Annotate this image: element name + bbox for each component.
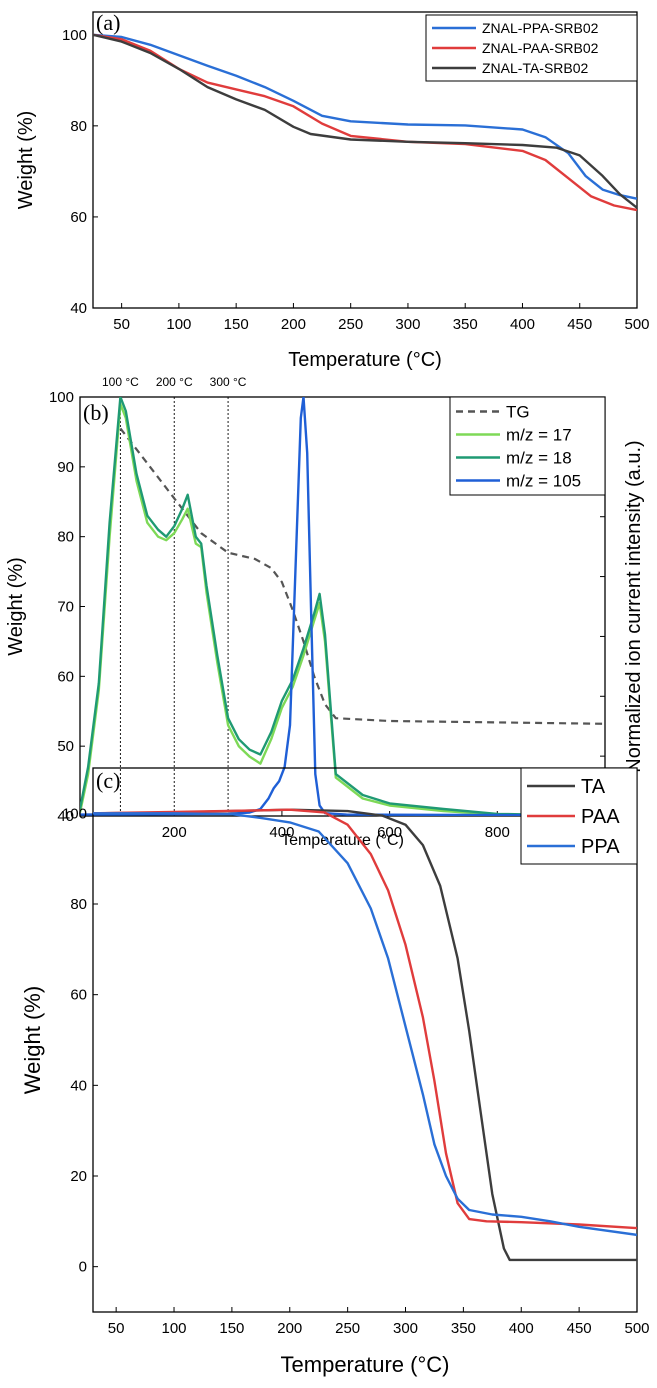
series-line-m-z-18 [80, 397, 605, 816]
x-tick-label: 200 [277, 1320, 302, 1337]
legend-label: m/z = 18 [506, 449, 572, 468]
reference-line-label: 100 °C [102, 375, 139, 389]
y-tick-label: 80 [70, 118, 87, 135]
plot-frame [92, 767, 638, 1313]
x-tick-label: 150 [219, 1320, 244, 1337]
panel-label: (b) [83, 400, 109, 425]
x-tick-label: 450 [567, 316, 592, 333]
y-tick-label: 70 [57, 599, 74, 616]
legend-box [449, 396, 606, 496]
y-tick-label: 40 [70, 300, 87, 317]
x-tick-label: 350 [451, 1320, 476, 1337]
legend-label: ZNAL-PAA-SRB02 [482, 40, 599, 56]
legend-label: PPA [581, 836, 620, 858]
series-line-ta [93, 808, 637, 1262]
x-tick-label: 350 [453, 316, 478, 333]
x-tick-label: 100 [166, 316, 191, 333]
legend-label: PAA [581, 806, 620, 828]
y-tick-label: 100 [62, 27, 87, 44]
x-tick-label: 500 [624, 316, 649, 333]
x-tick-label: 450 [567, 1320, 592, 1337]
reference-line-label: 200 °C [156, 375, 193, 389]
panel-label: (a) [96, 10, 120, 35]
series-line-paa [93, 808, 637, 1230]
y-tick-label: 80 [57, 529, 74, 546]
panel-label: (c) [96, 768, 120, 793]
legend-label: ZNAL-TA-SRB02 [482, 60, 589, 76]
y-tick-label: 50 [57, 738, 74, 755]
y-tick-label: 60 [57, 668, 74, 685]
series-line-znal-ppa-srb02 [93, 33, 637, 200]
series-line-ppa [93, 812, 637, 1237]
series-line-m-z-105 [80, 397, 605, 816]
series-line-tg [119, 427, 605, 725]
y-tick-label: 60 [70, 987, 87, 1004]
y-tick-label: 0 [79, 1259, 87, 1276]
plot-frame [92, 11, 638, 309]
y-tick-label: 90 [57, 459, 74, 476]
y-tick-label: 40 [57, 808, 74, 825]
y-tick-label: 80 [70, 896, 87, 913]
x-tick-label: 100 [162, 1320, 187, 1337]
legend-label: TA [581, 776, 606, 798]
y-axis-label: Weight (%) [15, 111, 37, 210]
y-tick-label: 20 [70, 1168, 87, 1185]
legend-label: ZNAL-PPA-SRB02 [482, 20, 599, 36]
panel-c: 50 100 150 200 250 300 350 400 450 500 0 20 40 60 80 10… [20, 767, 650, 1377]
legend-label: m/z = 17 [506, 426, 572, 445]
y-tick-label: 100 [62, 805, 87, 822]
x-tick-label: 500 [624, 1320, 649, 1337]
legend-label: TG [506, 403, 530, 422]
panel-a: 50 100 150 200 250 300 350 400 450 500 40 60 80 100 Te… [15, 10, 650, 371]
y2-axis-label: Normalized ion current intensity (a.u.) [623, 440, 645, 772]
x-tick-label: 250 [338, 316, 363, 333]
y-axis-label: Weight (%) [5, 557, 27, 656]
x-tick-label: 200 [281, 316, 306, 333]
x-tick-label: 50 [113, 316, 130, 333]
y-axis-label: Weight (%) [20, 986, 45, 1094]
x-axis-label: Temperature (°C) [281, 1352, 450, 1377]
series-line-znal-ta-srb02 [93, 33, 637, 209]
x-tick-label: 400 [509, 1320, 534, 1337]
x-tick-label: 50 [108, 1320, 125, 1337]
reference-line-label: 300 °C [210, 375, 247, 389]
y-tick-label: 60 [70, 209, 87, 226]
x-tick-label: 800 [485, 824, 510, 841]
x-tick-label: 300 [393, 1320, 418, 1337]
y-tick-label: 100 [49, 389, 74, 406]
x-tick-label: 150 [224, 316, 249, 333]
legend-label: m/z = 105 [506, 472, 581, 491]
x-tick-label: 300 [395, 316, 420, 333]
x-tick-label: 250 [335, 1320, 360, 1337]
x-tick-label: 400 [510, 316, 535, 333]
x-axis-label: Temperature (°C) [281, 832, 404, 849]
x-tick-label: 200 [162, 824, 187, 841]
x-axis-label: Temperature (°C) [288, 349, 442, 371]
x-tick-label: 600 [377, 824, 402, 841]
y-tick-label: 40 [70, 1077, 87, 1094]
x-tick-label: 400 [269, 824, 294, 841]
